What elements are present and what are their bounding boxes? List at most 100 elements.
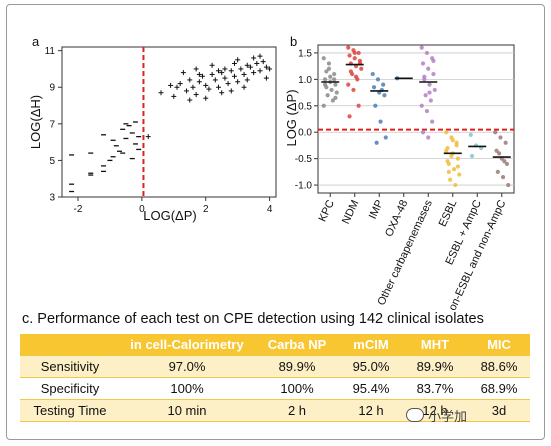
data-point-positive xyxy=(209,62,215,68)
data-point-positive xyxy=(193,66,199,72)
data-point-positive xyxy=(251,70,257,76)
data-point-positive xyxy=(187,97,193,103)
panel-a-ylabel: LOG(ΔH) xyxy=(28,95,43,149)
data-point xyxy=(493,130,498,135)
data-point-positive xyxy=(257,68,263,74)
data-point xyxy=(455,164,461,169)
data-point xyxy=(383,135,388,140)
data-point-positive xyxy=(219,70,225,76)
table-row: Testing Time 10 min 2 h 12 h 12 h 3d xyxy=(20,399,530,422)
x-tick-label: 2 xyxy=(203,204,209,215)
table-cell: 2 h xyxy=(254,399,340,422)
row-label: Testing Time xyxy=(20,399,120,422)
watermark: 小学加 xyxy=(406,404,518,426)
data-point-positive xyxy=(228,68,234,74)
data-point xyxy=(426,66,431,71)
header-cell xyxy=(20,334,120,356)
data-point-positive xyxy=(212,77,218,83)
data-point-positive xyxy=(244,77,250,83)
data-point-positive xyxy=(158,90,164,96)
data-point-positive xyxy=(225,81,231,87)
table-cell: 12 h xyxy=(340,399,402,422)
data-point xyxy=(446,169,451,174)
panel-a-label: a xyxy=(32,34,40,49)
panel-a-scatter: a -2 0 2 4 3 5 7 9 11 LOG(ΔP) LOG(ΔH) xyxy=(28,34,277,223)
row-label: Sensitivity xyxy=(20,355,120,378)
data-point-positive xyxy=(209,71,215,77)
data-point xyxy=(381,82,386,87)
data-point xyxy=(326,61,332,66)
data-point-positive xyxy=(203,95,209,101)
data-point-positive xyxy=(180,70,186,76)
panel-a-xlabel: LOG(ΔP) xyxy=(143,208,196,223)
data-point xyxy=(352,56,357,61)
data-point xyxy=(321,103,326,108)
data-point-positive xyxy=(196,79,202,85)
data-point xyxy=(427,82,432,87)
data-point xyxy=(359,66,364,71)
data-point-positive xyxy=(216,84,222,90)
data-point xyxy=(428,98,433,103)
data-point xyxy=(333,95,338,100)
data-point xyxy=(504,161,510,167)
table-caption: c. Performance of each test on CPE detec… xyxy=(22,311,484,327)
data-point xyxy=(450,138,455,143)
data-point-positive xyxy=(171,93,177,99)
data-point xyxy=(430,119,435,124)
data-point-positive xyxy=(174,84,180,90)
x-tick-label: 4 xyxy=(267,204,273,215)
data-point-positive xyxy=(222,75,228,81)
data-point xyxy=(375,77,381,82)
data-point xyxy=(454,143,459,148)
wechat-icon xyxy=(406,408,424,422)
data-point xyxy=(469,153,475,159)
header-cell: mCIM xyxy=(340,334,402,356)
data-point xyxy=(322,77,328,82)
data-point xyxy=(347,114,352,119)
x-tick-label: 0 xyxy=(139,204,145,215)
data-point-positive xyxy=(222,66,228,72)
data-point xyxy=(420,130,426,135)
table-cell: 88.6% xyxy=(468,355,530,378)
data-point-positive xyxy=(235,57,241,63)
performance-table: in cell-Calorimetry Carba NP mCIM MHT MI… xyxy=(20,334,530,422)
data-point xyxy=(444,148,449,153)
table-row: Sensitivity 97.0% 89.9% 95.0% 89.9% 88.6… xyxy=(20,355,530,378)
x-tick-label: -2 xyxy=(74,204,83,215)
data-point xyxy=(419,45,424,50)
data-point xyxy=(457,172,462,177)
data-point xyxy=(370,71,375,77)
data-point-positive xyxy=(231,73,237,79)
data-point xyxy=(347,53,352,58)
data-point-positive xyxy=(241,71,247,77)
table-header-row: in cell-Calorimetry Carba NP mCIM MHT MI… xyxy=(20,334,530,356)
data-point xyxy=(424,108,430,114)
data-point-positive xyxy=(145,134,151,140)
data-point xyxy=(332,71,337,77)
data-point xyxy=(371,85,377,90)
data-point-positive xyxy=(184,88,190,94)
data-point xyxy=(420,61,426,66)
header-cell: in cell-Calorimetry xyxy=(120,334,254,356)
data-point xyxy=(468,132,473,137)
x-tick-label: IMP xyxy=(367,198,386,221)
data-point-positive xyxy=(263,75,269,81)
table-cell: 10 min xyxy=(120,399,254,422)
data-point-positive xyxy=(196,71,202,77)
data-point-positive xyxy=(216,68,222,74)
table-cell: 3d xyxy=(468,399,530,422)
data-point xyxy=(324,69,329,74)
data-point-positive xyxy=(187,77,193,83)
header-cell: MHT xyxy=(402,334,468,356)
data-point-positive xyxy=(193,92,199,98)
data-point-positive xyxy=(263,64,269,70)
y-tick-label: -0.5 xyxy=(295,154,313,165)
data-point xyxy=(506,182,511,188)
data-point-positive xyxy=(247,64,253,70)
data-point xyxy=(444,130,449,135)
y-tick-label: 5 xyxy=(49,156,55,167)
x-tick-label: KPC xyxy=(317,198,337,224)
data-point-positive xyxy=(168,82,174,88)
data-point xyxy=(334,90,339,95)
data-point xyxy=(346,45,351,50)
